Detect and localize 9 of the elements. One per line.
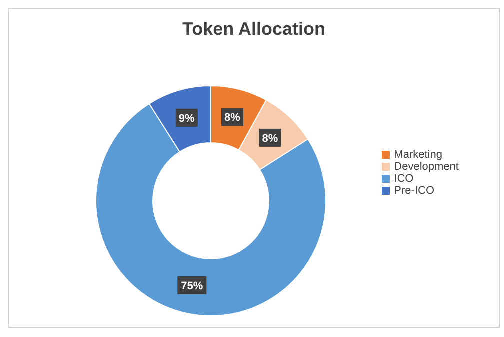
data-label: 75%: [181, 280, 204, 292]
legend-label: Pre-ICO: [394, 185, 435, 197]
data-label: 9%: [178, 112, 196, 125]
legend-label: Development: [394, 161, 459, 173]
data-label: 8%: [262, 132, 278, 145]
chart-title: Token Allocation: [181, 19, 326, 40]
legend-label: Marketing: [394, 149, 442, 161]
legend-label: ICO: [394, 173, 414, 185]
data-label: 8%: [224, 112, 241, 124]
